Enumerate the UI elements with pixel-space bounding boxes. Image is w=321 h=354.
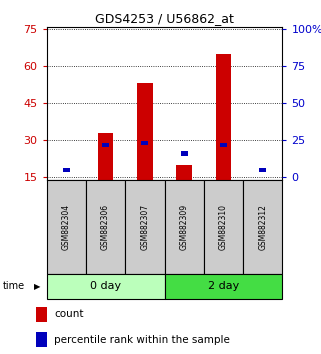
Bar bbox=[164, 274, 282, 299]
Bar bbox=[98, 133, 113, 180]
Bar bbox=[176, 165, 192, 180]
Text: percentile rank within the sample: percentile rank within the sample bbox=[55, 335, 230, 345]
Text: 2 day: 2 day bbox=[208, 281, 239, 291]
Text: GSM882307: GSM882307 bbox=[140, 204, 149, 250]
Text: GSM882304: GSM882304 bbox=[62, 204, 71, 250]
Bar bbox=[243, 180, 282, 274]
Text: 0 day: 0 day bbox=[90, 281, 121, 291]
Bar bbox=[259, 168, 266, 172]
Title: GDS4253 / U56862_at: GDS4253 / U56862_at bbox=[95, 12, 234, 25]
Text: GSM882310: GSM882310 bbox=[219, 204, 228, 250]
Text: ▶: ▶ bbox=[34, 282, 40, 291]
Bar bbox=[47, 180, 86, 274]
Text: GSM882306: GSM882306 bbox=[101, 204, 110, 250]
Bar bbox=[216, 54, 231, 180]
Text: time: time bbox=[3, 281, 25, 291]
Text: GSM882309: GSM882309 bbox=[180, 204, 189, 250]
Bar bbox=[36, 307, 47, 322]
Bar bbox=[86, 180, 125, 274]
Bar bbox=[141, 141, 148, 145]
Bar bbox=[36, 332, 47, 347]
Bar bbox=[181, 152, 188, 156]
Bar bbox=[220, 143, 227, 147]
Bar bbox=[125, 180, 164, 274]
Bar bbox=[137, 84, 153, 180]
Bar bbox=[204, 180, 243, 274]
Bar bbox=[102, 143, 109, 147]
Text: count: count bbox=[55, 309, 84, 320]
Bar bbox=[63, 168, 70, 172]
Bar bbox=[164, 180, 204, 274]
Text: GSM882312: GSM882312 bbox=[258, 204, 267, 250]
Bar bbox=[47, 274, 165, 299]
